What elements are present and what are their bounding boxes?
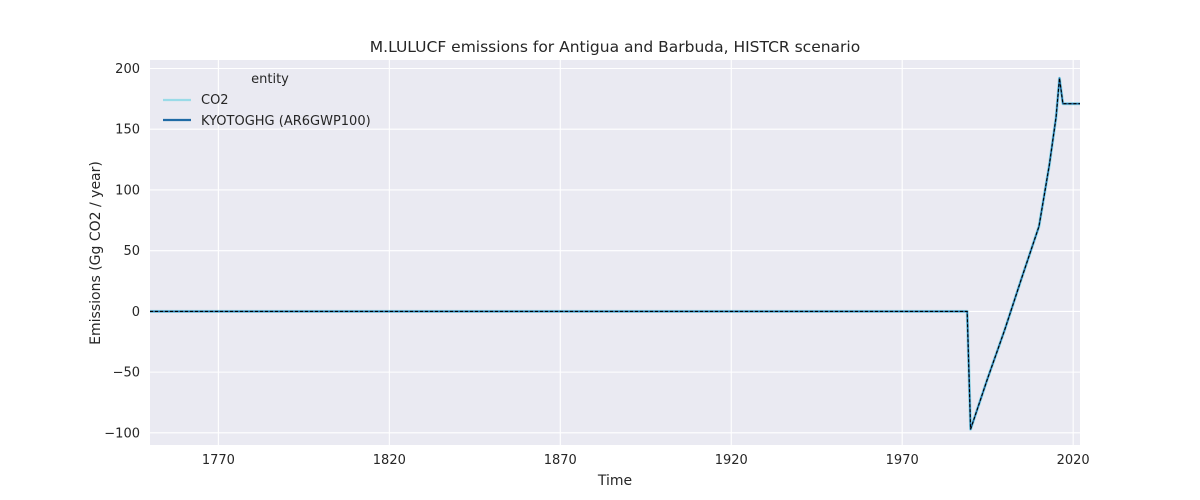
legend-label-co2: CO2 (201, 93, 229, 108)
y-tick-label: 50 (123, 244, 140, 259)
y-axis-ticks: −100 −50 0 50 100 150 200 (104, 62, 140, 441)
x-tick-label: 1870 (544, 453, 577, 468)
y-tick-label: 100 (115, 183, 140, 198)
series-line-overlay-dashed (150, 78, 1080, 430)
chart-title: M.LULUCF emissions for Antigua and Barbu… (370, 38, 860, 56)
x-tick-label: 1970 (886, 453, 919, 468)
x-axis-ticks: 1770 1820 1870 1920 1970 2020 (202, 453, 1090, 468)
x-tick-label: 1920 (715, 453, 748, 468)
x-axis-label: Time (597, 473, 632, 489)
y-tick-label: 0 (132, 305, 140, 320)
y-axis-label: Emissions (Gg CO2 / year) (88, 161, 104, 345)
y-tick-label: 200 (115, 62, 140, 77)
y-tick-label: 150 (115, 123, 140, 138)
x-tick-label: 1820 (373, 453, 406, 468)
plot-background (150, 60, 1080, 445)
legend-label-kyotoghg: KYOTOGHG (AR6GWP100) (201, 114, 371, 129)
y-tick-label: −50 (113, 366, 140, 381)
series-lines (150, 76, 1080, 431)
legend-title: entity (251, 72, 289, 87)
legend: entity CO2 KYOTOGHG (AR6GWP100) (163, 72, 371, 129)
x-tick-label: 2020 (1057, 453, 1090, 468)
y-tick-label: −100 (104, 426, 140, 441)
x-tick-label: 1770 (202, 453, 235, 468)
